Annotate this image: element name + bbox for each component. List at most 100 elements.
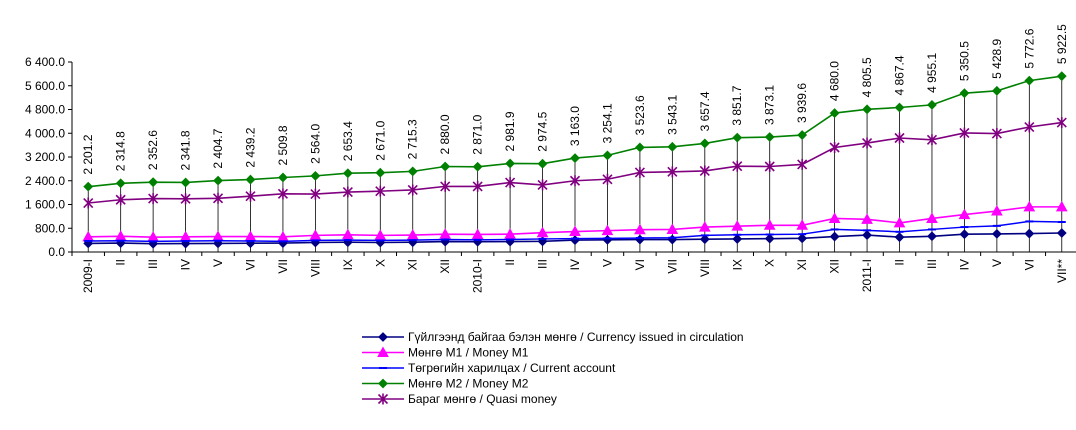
data-point-0 — [667, 234, 678, 245]
y-tick-label: 5 600.0 — [25, 79, 65, 93]
data-point-1 — [1023, 200, 1036, 212]
x-tick-label: X — [763, 259, 777, 267]
data-label: 2 653.4 — [341, 121, 355, 161]
data-point-3 — [1024, 75, 1035, 86]
x-tick-label: VIII — [698, 259, 712, 277]
data-point-4 — [569, 175, 581, 187]
x-tick-label: IV — [957, 259, 971, 270]
data-point-4 — [959, 127, 970, 139]
x-tick-label: XII — [438, 259, 452, 274]
data-label: 3 163.0 — [568, 106, 582, 146]
data-point-3 — [245, 174, 256, 185]
data-point-1 — [634, 223, 646, 235]
legend-label: Бараг мөнгө / Quasi money — [408, 392, 557, 406]
data-label: 4 955.1 — [925, 53, 939, 93]
data-point-1 — [374, 229, 387, 240]
data-point-4 — [505, 177, 516, 189]
y-tick-label: 800.0 — [35, 221, 65, 235]
x-tick-label: 2009-I — [81, 259, 95, 293]
x-tick-label: II — [893, 259, 907, 266]
data-point-3 — [1056, 71, 1067, 82]
data-label: 3 523.6 — [633, 95, 647, 135]
x-tick-label: III — [925, 259, 939, 269]
data-point-1 — [796, 219, 809, 230]
data-point-3 — [570, 153, 580, 164]
legend-marker — [378, 378, 388, 389]
data-point-4 — [894, 132, 905, 144]
data-point-3 — [537, 158, 548, 169]
data-label: 2 871.0 — [471, 114, 485, 154]
data-point-0 — [959, 229, 970, 240]
data-label: 2 404.7 — [211, 128, 225, 168]
data-point-0 — [1024, 228, 1035, 239]
data-point-0 — [602, 234, 613, 245]
data-point-1 — [601, 224, 614, 236]
data-label: 2 671.0 — [373, 120, 387, 160]
data-point-1 — [569, 225, 581, 237]
legend-label: Гүйлгээнд байгаа бэлэн мөнгө / Currency … — [408, 330, 744, 344]
x-tick-label: II — [114, 259, 128, 266]
data-point-3 — [407, 166, 418, 177]
data-point-4 — [634, 166, 645, 178]
data-point-3 — [278, 172, 288, 183]
data-label: 5 922.5 — [1055, 24, 1069, 64]
data-point-4 — [310, 188, 321, 200]
data-point-4 — [602, 173, 613, 185]
data-point-0 — [797, 233, 808, 244]
legend-marker — [378, 332, 388, 342]
data-point-4 — [829, 142, 840, 153]
x-tick-label: IX — [730, 259, 744, 270]
x-tick-label: VI — [633, 259, 647, 270]
data-point-4 — [440, 180, 451, 192]
data-point-1 — [309, 229, 322, 240]
x-tick-label: XII — [828, 259, 842, 274]
data-point-3 — [927, 99, 937, 110]
x-tick-label: VII — [665, 259, 679, 274]
data-point-3 — [180, 177, 191, 188]
data-label: 2 509.8 — [276, 125, 290, 165]
y-tick-label: 4 000.0 — [25, 126, 65, 140]
data-label: 2 352.6 — [146, 130, 160, 170]
data-point-1 — [828, 212, 841, 223]
data-point-4 — [148, 193, 159, 205]
data-point-1 — [1055, 200, 1068, 212]
x-tick-label: IV — [568, 259, 582, 270]
data-point-4 — [991, 128, 1002, 140]
data-point-4 — [83, 197, 94, 209]
x-tick-label: VIII — [308, 259, 322, 277]
data-point-0 — [991, 228, 1002, 239]
data-label: 2 201.2 — [81, 134, 95, 174]
data-label: 3 543.1 — [665, 94, 679, 134]
data-point-3 — [991, 85, 1002, 96]
data-point-4 — [277, 188, 289, 200]
data-point-3 — [148, 177, 159, 188]
legend-label: Мөнгө M1 / Money M1 — [408, 346, 529, 360]
data-point-3 — [505, 158, 516, 169]
data-point-4 — [1056, 117, 1067, 129]
data-point-4 — [245, 190, 256, 202]
x-tick-label: XI — [795, 259, 809, 270]
data-label: 3 939.6 — [795, 83, 809, 123]
data-point-4 — [732, 160, 743, 172]
data-point-4 — [861, 137, 873, 149]
x-tick-label: III — [536, 259, 550, 269]
data-label: 2 314.8 — [114, 131, 128, 171]
data-point-4 — [797, 158, 808, 170]
data-point-1 — [861, 213, 873, 224]
data-point-3 — [667, 141, 678, 152]
data-point-0 — [862, 230, 872, 240]
x-tick-label: X — [373, 259, 387, 267]
data-point-1 — [406, 229, 419, 240]
data-point-1 — [731, 220, 744, 231]
data-point-4 — [699, 165, 710, 177]
data-point-3 — [115, 178, 126, 189]
data-point-1 — [341, 228, 354, 240]
data-label: 2 439.2 — [243, 127, 257, 167]
data-point-0 — [732, 234, 743, 244]
data-point-4 — [667, 166, 678, 178]
x-tick-label: 2011-I — [860, 259, 874, 292]
data-point-0 — [699, 234, 710, 245]
data-point-3 — [797, 130, 808, 140]
data-point-1 — [926, 212, 938, 223]
y-tick-label: 2 400.0 — [25, 174, 65, 188]
